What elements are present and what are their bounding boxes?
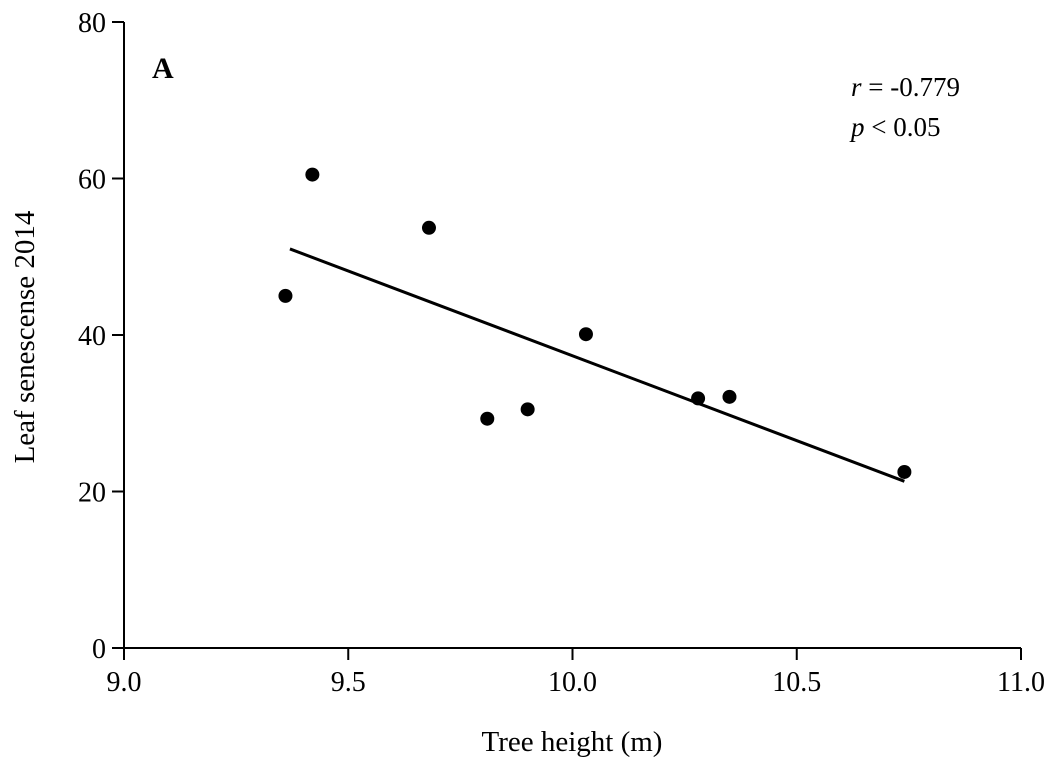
y-axis-title: Leaf senescense 2014	[9, 210, 41, 463]
y-tick-label: 80	[78, 8, 106, 39]
y-tick-label: 60	[78, 165, 106, 196]
data-point	[691, 391, 706, 406]
data-point	[480, 411, 495, 426]
x-tick-label: 11.0	[997, 667, 1045, 698]
panel-label: A	[152, 52, 174, 85]
p-value-annotation: p < 0.05	[849, 112, 940, 142]
x-tick-label: 10.5	[772, 667, 821, 698]
data-point	[520, 402, 535, 417]
trendline-group	[289, 247, 905, 483]
data-points	[278, 167, 912, 479]
data-point	[278, 288, 293, 303]
data-point	[305, 167, 320, 182]
data-point	[578, 327, 593, 342]
x-tick-label: 9.0	[107, 667, 142, 698]
correlation-annotation: r = -0.779	[851, 72, 960, 102]
data-point	[897, 464, 912, 479]
regression-line	[289, 247, 905, 483]
p-variable: p	[849, 112, 865, 142]
x-axis-title: Tree height (m)	[482, 726, 663, 758]
ticks: 9.0 9.5 10.0 10.5 11.0 0 20 40 60 80	[78, 8, 1045, 698]
x-tick-label: 10.0	[548, 667, 597, 698]
r-variable: r	[851, 72, 862, 102]
y-tick-label: 0	[92, 634, 106, 665]
data-point	[421, 220, 436, 235]
x-tick-label: 9.5	[331, 667, 366, 698]
y-tick-label: 40	[78, 321, 106, 352]
y-tick-label: 20	[78, 478, 106, 509]
r-value: = -0.779	[862, 72, 960, 102]
p-value: < 0.05	[865, 112, 941, 142]
data-point	[722, 389, 737, 404]
